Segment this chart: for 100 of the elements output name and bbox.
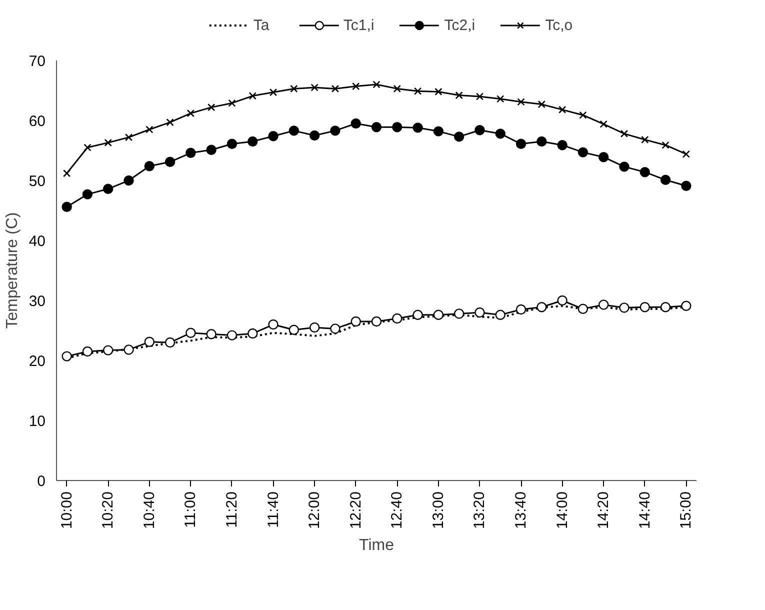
y-tick-label: 70 [28,53,46,70]
point [288,324,300,335]
point [146,126,154,134]
y-axis-title: Temperature (C) [4,212,21,329]
x-tick-label: 11:20 [223,491,240,528]
point [164,156,176,167]
x-tick-label: 13:20 [471,491,488,530]
point [331,84,340,93]
point [371,122,382,132]
point [392,122,402,132]
point [516,304,526,315]
point [62,351,72,362]
point [103,184,114,194]
point [352,82,360,90]
point [598,300,609,310]
x-tick-label: 14:20 [595,491,612,530]
point [454,308,464,319]
point [330,324,340,334]
point [495,128,506,139]
y-tick-label: 40 [28,233,46,250]
point [82,189,93,200]
point [619,162,630,172]
point [248,328,258,339]
point [84,144,92,152]
point [208,103,216,112]
y-tick-label: 60 [28,113,46,130]
point [62,169,71,178]
legend-label: Tc2,i [444,16,476,34]
x-tick-label: 10:00 [58,491,76,530]
point [682,150,690,158]
y-tick-label: 50 [28,173,46,190]
point [578,147,588,158]
point [434,88,442,96]
point [640,302,650,312]
point [186,328,196,338]
x-tick-label: 14:00 [554,491,571,530]
point [660,174,671,185]
point [412,122,423,133]
point [290,84,298,93]
point [226,330,238,340]
point [186,148,196,158]
x-tick-label: 11:40 [264,491,282,528]
legend-label: Ta [253,16,270,34]
point [433,310,444,320]
point [538,100,546,108]
point [474,125,485,136]
x-tick-label: 15:00 [678,491,695,530]
legend-label: Tc1,i [343,16,374,34]
point [124,133,133,142]
point [536,302,547,312]
point [516,138,526,149]
point [309,130,320,141]
point [662,141,670,149]
point [454,132,464,142]
point [495,310,506,320]
x-tick-label: 13:40 [512,491,530,530]
point [578,304,588,314]
point [681,300,692,311]
point [412,310,423,320]
point [536,136,547,147]
point [641,136,649,144]
point [558,106,566,114]
x-axis-title: Time [359,537,394,554]
legend-label: Tc,o [545,16,573,34]
point [600,120,608,128]
x-tick-label: 11:00 [182,491,200,528]
point [640,167,650,178]
point [476,92,484,100]
point [104,138,112,147]
point [455,91,463,100]
point [681,180,692,191]
point [517,98,525,106]
point [598,152,609,162]
point [330,126,340,136]
point [103,345,114,356]
point [620,130,628,138]
point [579,111,587,119]
point [144,336,155,347]
point [62,202,72,212]
point [310,84,318,92]
point [309,322,320,333]
point [166,118,174,126]
point [248,92,256,100]
y-tick-label: 30 [28,293,46,310]
point [496,95,504,103]
x-tick-label: 12:20 [347,491,364,530]
point [269,88,278,96]
point [392,313,402,324]
point [393,84,401,93]
point [474,307,485,318]
point [371,316,382,327]
point [350,316,361,327]
y-tick-label: 20 [28,353,46,370]
point [268,131,278,142]
point [414,87,422,95]
point [433,126,444,136]
point [228,99,236,107]
point [82,346,93,357]
point [124,344,134,355]
x-tick-label: 10:40 [140,491,158,530]
